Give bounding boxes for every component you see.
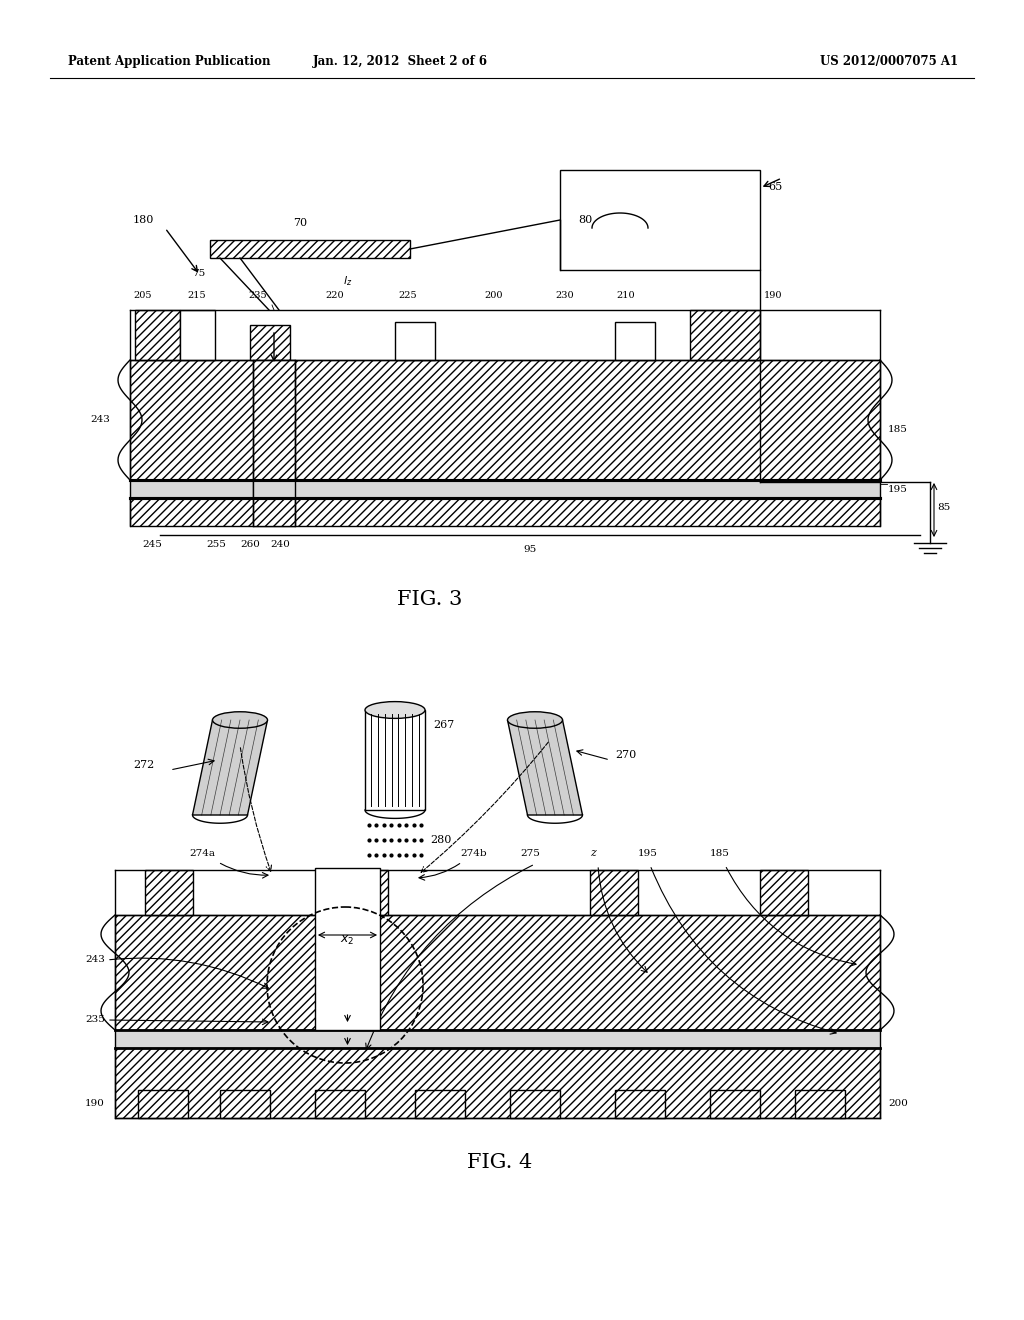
Text: 260: 260 (240, 540, 260, 549)
Text: 245: 245 (142, 540, 162, 549)
Ellipse shape (213, 711, 267, 729)
Text: 230: 230 (555, 290, 573, 300)
Text: FIG. 4: FIG. 4 (467, 1152, 532, 1172)
Bar (615, 1090, 665, 1118)
Bar (130, 480, 880, 498)
Bar (510, 1090, 560, 1118)
Text: 280: 280 (430, 836, 452, 845)
Bar (250, 325, 290, 360)
Text: 215: 215 (187, 290, 206, 300)
Bar (560, 170, 760, 271)
Text: 235: 235 (248, 290, 266, 300)
Text: 185: 185 (710, 849, 730, 858)
Bar (180, 310, 215, 360)
Bar (615, 322, 655, 360)
Bar (210, 240, 410, 257)
Bar (130, 360, 880, 480)
Bar (253, 360, 295, 525)
Bar (115, 1030, 880, 1048)
Polygon shape (193, 719, 267, 814)
Bar (115, 915, 880, 1030)
Bar (760, 870, 808, 915)
Text: 243: 243 (85, 956, 105, 965)
Bar (145, 870, 193, 915)
Text: 225: 225 (398, 290, 417, 300)
Text: 270: 270 (615, 750, 636, 760)
Text: $x_2$: $x_2$ (340, 935, 354, 948)
Text: 243: 243 (90, 416, 110, 425)
Bar (395, 322, 435, 360)
Bar (795, 1090, 845, 1118)
Text: 255: 255 (206, 540, 226, 549)
Text: 200: 200 (484, 290, 503, 300)
Ellipse shape (365, 702, 425, 718)
Text: $l_z$: $l_z$ (343, 275, 352, 288)
Text: 195: 195 (638, 849, 657, 858)
Text: 275: 275 (520, 849, 540, 858)
Bar (415, 1090, 465, 1118)
Text: 205: 205 (133, 290, 152, 300)
Bar (135, 310, 180, 360)
Bar (365, 710, 425, 810)
Text: 274b: 274b (460, 849, 486, 858)
Text: 240: 240 (270, 540, 290, 549)
Bar (115, 1048, 880, 1118)
Text: 185: 185 (888, 425, 908, 434)
Text: 272: 272 (134, 760, 155, 770)
Ellipse shape (508, 711, 562, 729)
Text: 195: 195 (888, 484, 908, 494)
Text: Jan. 12, 2012  Sheet 2 of 6: Jan. 12, 2012 Sheet 2 of 6 (312, 55, 487, 69)
Text: 210: 210 (616, 290, 635, 300)
Text: 75: 75 (191, 268, 205, 277)
Text: FIG. 3: FIG. 3 (397, 590, 463, 609)
Bar (690, 310, 760, 360)
Text: Patent Application Publication: Patent Application Publication (68, 55, 270, 69)
Text: 95: 95 (523, 545, 537, 554)
Text: 85: 85 (937, 503, 950, 512)
Bar (315, 869, 380, 1030)
Text: 200: 200 (888, 1100, 908, 1109)
Text: 267: 267 (433, 719, 455, 730)
Text: US 2012/0007075 A1: US 2012/0007075 A1 (820, 55, 958, 69)
Text: 180: 180 (133, 215, 154, 224)
Bar (710, 1090, 760, 1118)
Bar (340, 870, 388, 915)
Bar (590, 870, 638, 915)
Text: 190: 190 (764, 290, 782, 300)
Bar (220, 1090, 270, 1118)
Text: 220: 220 (325, 290, 344, 300)
Polygon shape (508, 719, 583, 814)
Text: 65: 65 (768, 182, 782, 191)
Bar (315, 1090, 365, 1118)
Text: 190: 190 (85, 1100, 105, 1109)
Bar (130, 498, 880, 525)
Text: 80: 80 (578, 215, 592, 224)
Text: 235: 235 (85, 1015, 105, 1024)
Text: 70: 70 (293, 218, 307, 228)
Bar (253, 480, 874, 498)
Bar (138, 1090, 188, 1118)
Text: 274a: 274a (189, 849, 215, 858)
Text: z: z (590, 847, 596, 858)
